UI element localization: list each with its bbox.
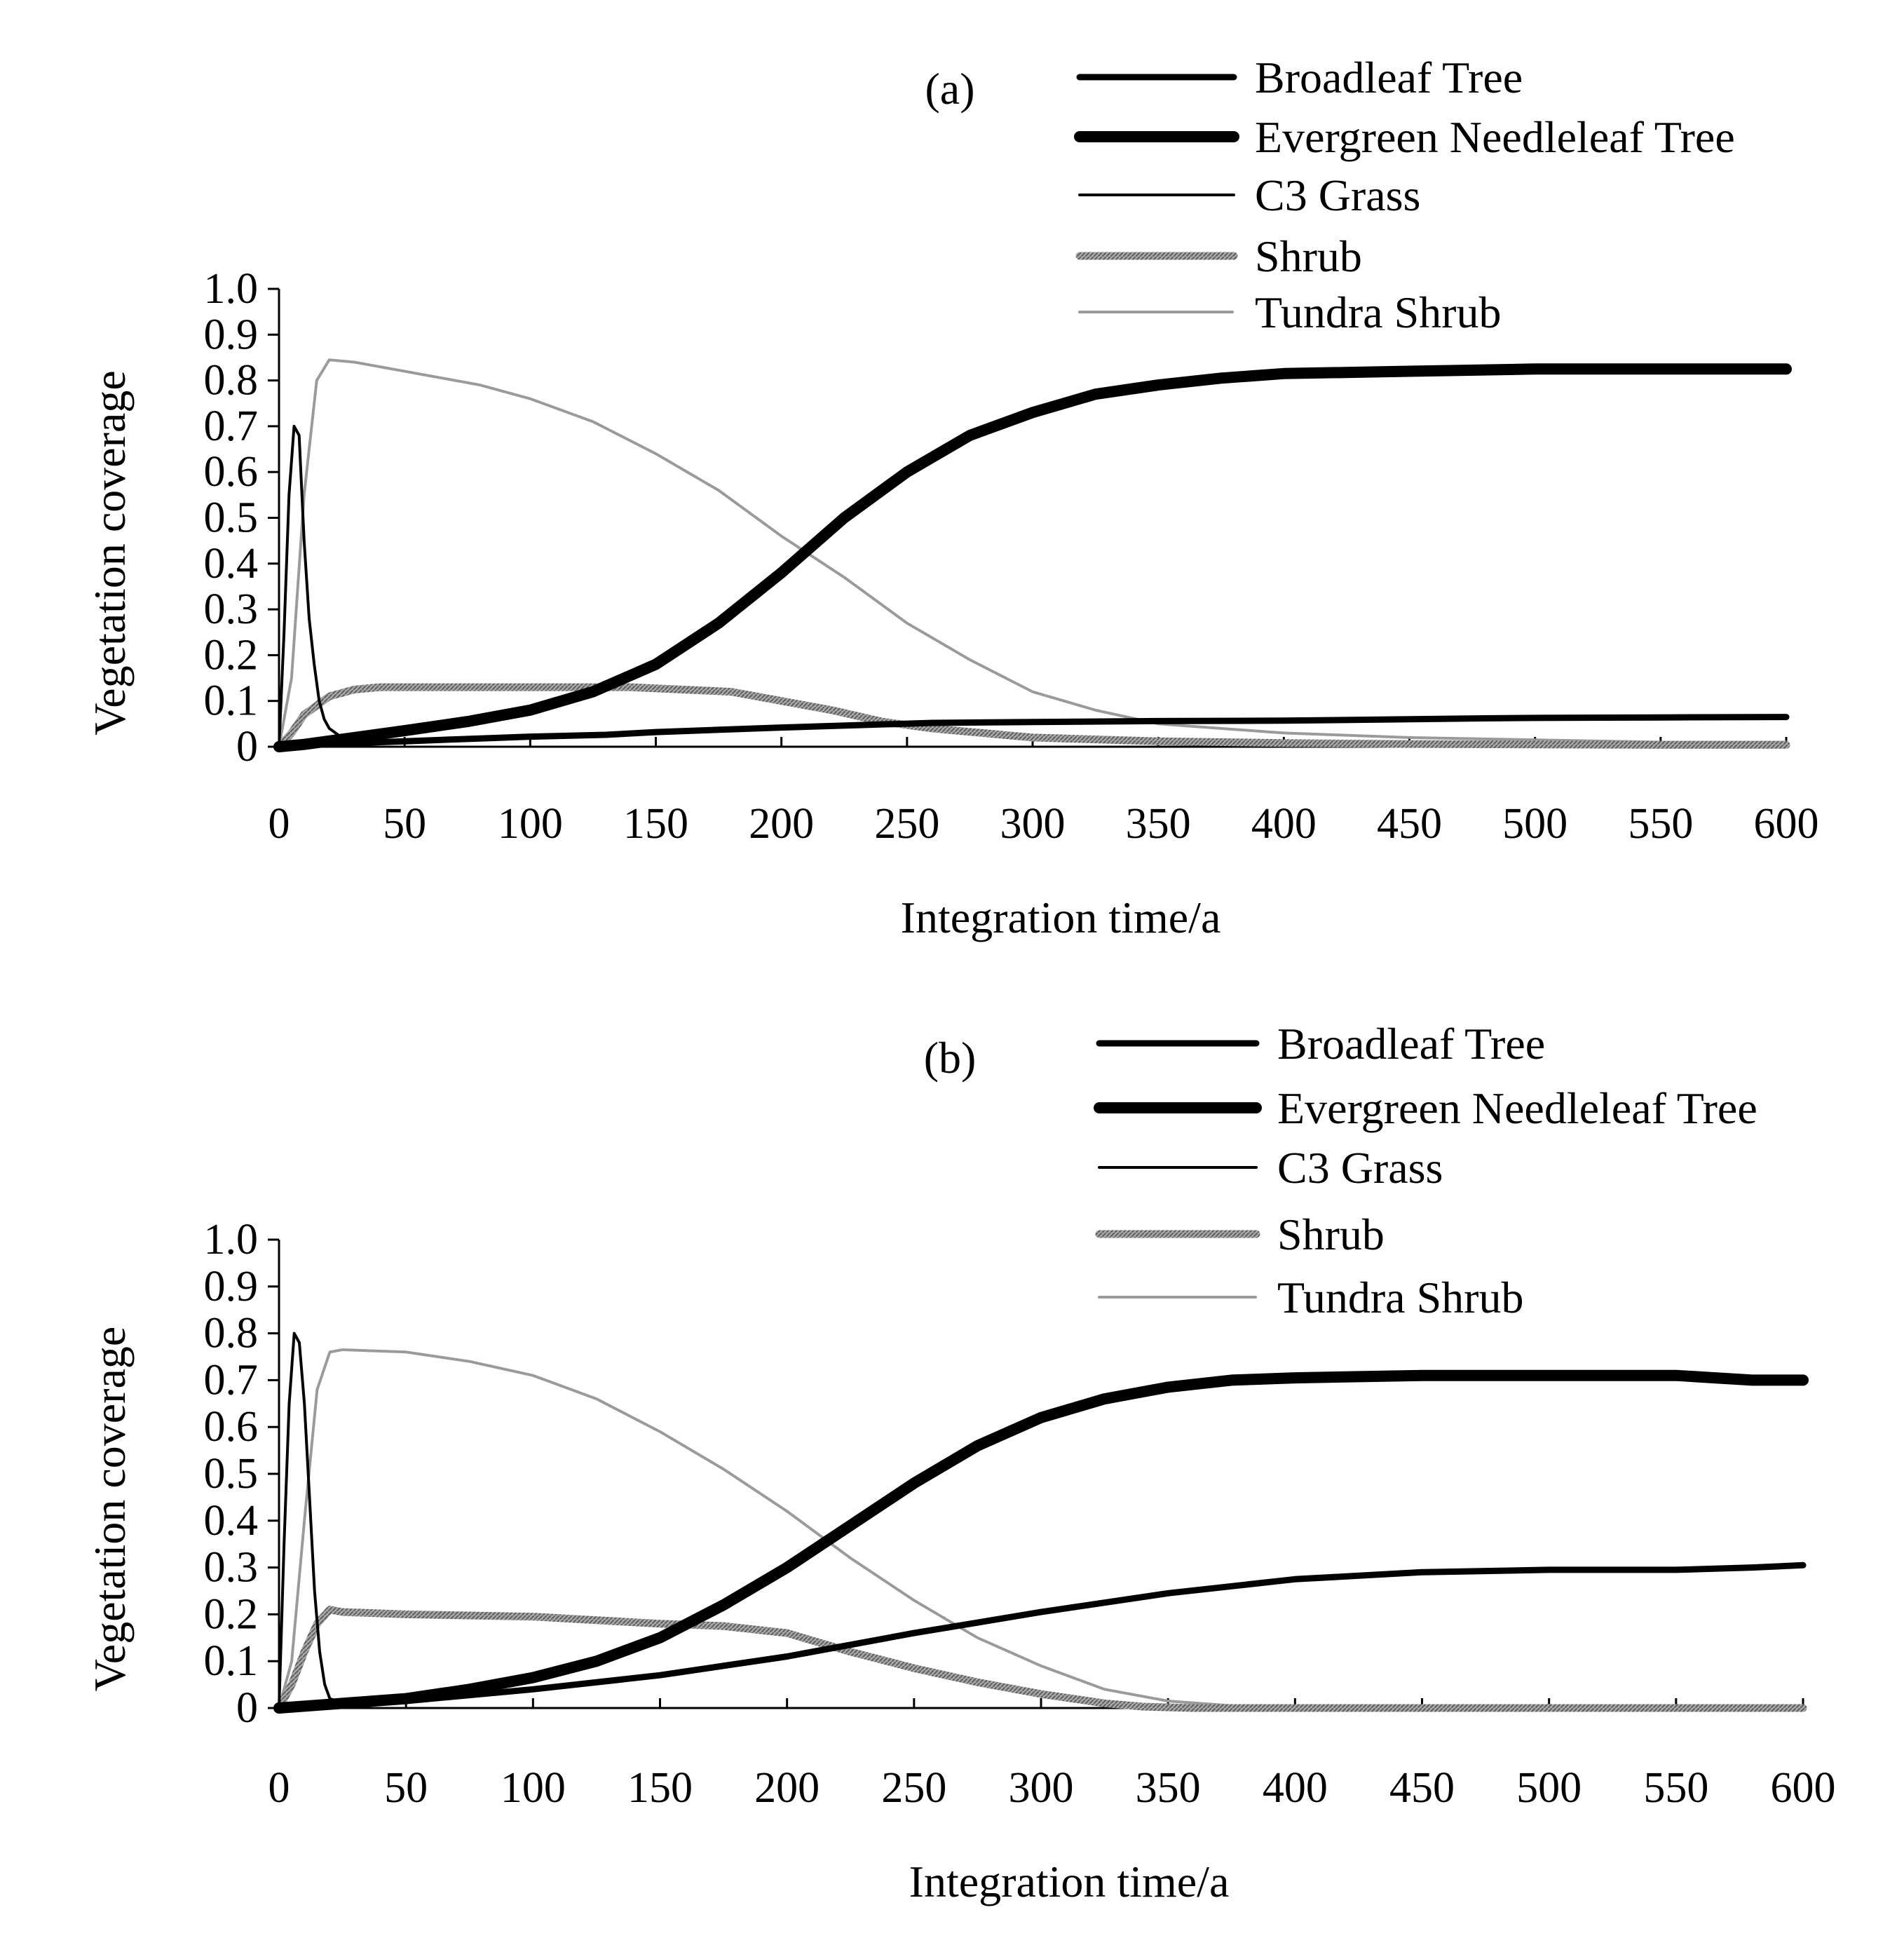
x-tick-label-b: 200 <box>754 1764 820 1812</box>
y-tick-label-b: 0.3 <box>204 1544 259 1592</box>
y-tick-label-b: 0.8 <box>204 1310 259 1357</box>
x-tick-label-a: 250 <box>874 800 939 848</box>
y-tick-label-b: 0 <box>236 1684 258 1732</box>
series-line-shrub-b <box>275 1606 1807 1712</box>
legend-label-broadleaf-tree-b: Broadleaf Tree <box>1277 1019 1545 1069</box>
series-line-tundra-shrub-b <box>278 1348 1804 1709</box>
series-line-shrub-a <box>275 683 1790 751</box>
y-tick-label-a: 0.6 <box>204 448 259 496</box>
y-tick-label-b: 0.4 <box>204 1497 259 1545</box>
series-line-c3-grass-b <box>278 1331 344 1709</box>
y-tick-label-a: 0.5 <box>204 494 259 542</box>
x-tick-label-a: 500 <box>1502 800 1568 848</box>
panel-label-b: (b) <box>924 1033 977 1083</box>
y-tick-label-b: 0.2 <box>204 1590 259 1638</box>
x-tick-label-a: 150 <box>623 800 688 848</box>
legend-label-broadleaf-tree-a: Broadleaf Tree <box>1255 53 1523 102</box>
x-tick-label-a: 50 <box>383 800 426 848</box>
legend-label-evergreen-needleleaf-tree-b: Evergreen Needleleaf Tree <box>1277 1083 1757 1133</box>
series-line-broadleaf-tree-a <box>276 714 1790 750</box>
x-tick-label-b: 600 <box>1771 1764 1836 1812</box>
y-tick-label-b: 0.1 <box>204 1637 259 1685</box>
x-tick-label-b: 550 <box>1643 1764 1708 1812</box>
y-tick-label-a: 1.0 <box>204 265 259 313</box>
y-axis-label-b: Vegetation coverage <box>85 1327 135 1692</box>
x-tick-label-b: 250 <box>881 1764 946 1812</box>
x-tick-label-a: 450 <box>1377 800 1442 848</box>
panel-label-a: (a) <box>925 64 974 114</box>
x-tick-label-b: 450 <box>1389 1764 1455 1812</box>
x-tick-label-b: 500 <box>1516 1764 1582 1812</box>
x-tick-label-a: 600 <box>1754 800 1819 848</box>
x-tick-label-b: 0 <box>268 1764 290 1812</box>
y-tick-label-b: 0.9 <box>204 1263 259 1310</box>
panel-a: 0 50 100 150 200 250 300 350 400 450 500 550 60000.1… <box>85 53 1819 942</box>
legend-label-c3-grass-b: C3 Grass <box>1277 1143 1443 1193</box>
y-tick-label-a: 0.8 <box>204 357 259 405</box>
x-tick-label-a: 300 <box>1000 800 1066 848</box>
panel-b: 0 50 100 150 200 250 300 350 400 450 500 550 60000.1… <box>85 1019 1836 1906</box>
series-line-evergreen-needleleaf-tree-b <box>273 1369 1809 1714</box>
series-line-tundra-shrub-a <box>278 358 1788 748</box>
legend-a: Broadleaf Tree Evergreen Needleleaf Tree C… <box>1074 53 1735 337</box>
x-tick-label-a: 550 <box>1628 800 1693 848</box>
x-tick-label-b: 100 <box>501 1764 566 1812</box>
x-tick-label-b: 150 <box>627 1764 693 1812</box>
x-tick-label-a: 200 <box>749 800 814 848</box>
x-axis-label-a: Integration time/a <box>901 893 1221 942</box>
legend-label-tundra-shrub-b: Tundra Shrub <box>1277 1273 1523 1322</box>
x-tick-label-b: 400 <box>1263 1764 1328 1812</box>
y-tick-label-a: 0 <box>236 723 258 771</box>
legend-label-evergreen-needleleaf-tree-a: Evergreen Needleleaf Tree <box>1255 112 1735 162</box>
x-tick-label-b: 300 <box>1009 1764 1074 1812</box>
legend-label-c3-grass-a: C3 Grass <box>1255 170 1420 220</box>
y-tick-label-a: 0.1 <box>204 677 259 725</box>
legend-label-shrub-a: Shrub <box>1255 231 1362 281</box>
x-tick-label-b: 350 <box>1136 1764 1201 1812</box>
y-tick-label-a: 0.3 <box>204 585 259 633</box>
x-tick-label-a: 0 <box>268 800 290 848</box>
x-tick-label-b: 50 <box>384 1764 428 1812</box>
legend-label-tundra-shrub-a: Tundra Shrub <box>1255 287 1501 337</box>
x-tick-label-a: 350 <box>1126 800 1191 848</box>
legend-label-shrub-b: Shrub <box>1277 1209 1385 1259</box>
y-tick-label-b: 0.5 <box>204 1450 259 1498</box>
y-axis-label-a: Vegetation coverage <box>85 370 135 736</box>
series-line-c3-grass-a <box>278 424 356 748</box>
y-tick-label-b: 0.7 <box>204 1356 259 1404</box>
legend-b: Broadleaf Tree Evergreen Needleleaf Tree C… <box>1094 1019 1757 1322</box>
y-tick-label-a: 0.4 <box>204 540 259 588</box>
x-tick-label-a: 100 <box>498 800 563 848</box>
y-tick-label-a: 0.7 <box>204 402 259 450</box>
x-axis-label-b: Integration time/a <box>909 1857 1230 1906</box>
y-tick-label-b: 1.0 <box>204 1216 259 1263</box>
x-tick-label-a: 400 <box>1251 800 1317 848</box>
y-tick-label-b: 0.6 <box>204 1403 259 1451</box>
series-line-evergreen-needleleaf-tree-a <box>273 363 1792 752</box>
y-tick-label-a: 0.9 <box>204 311 259 358</box>
y-tick-label-a: 0.2 <box>204 631 259 679</box>
